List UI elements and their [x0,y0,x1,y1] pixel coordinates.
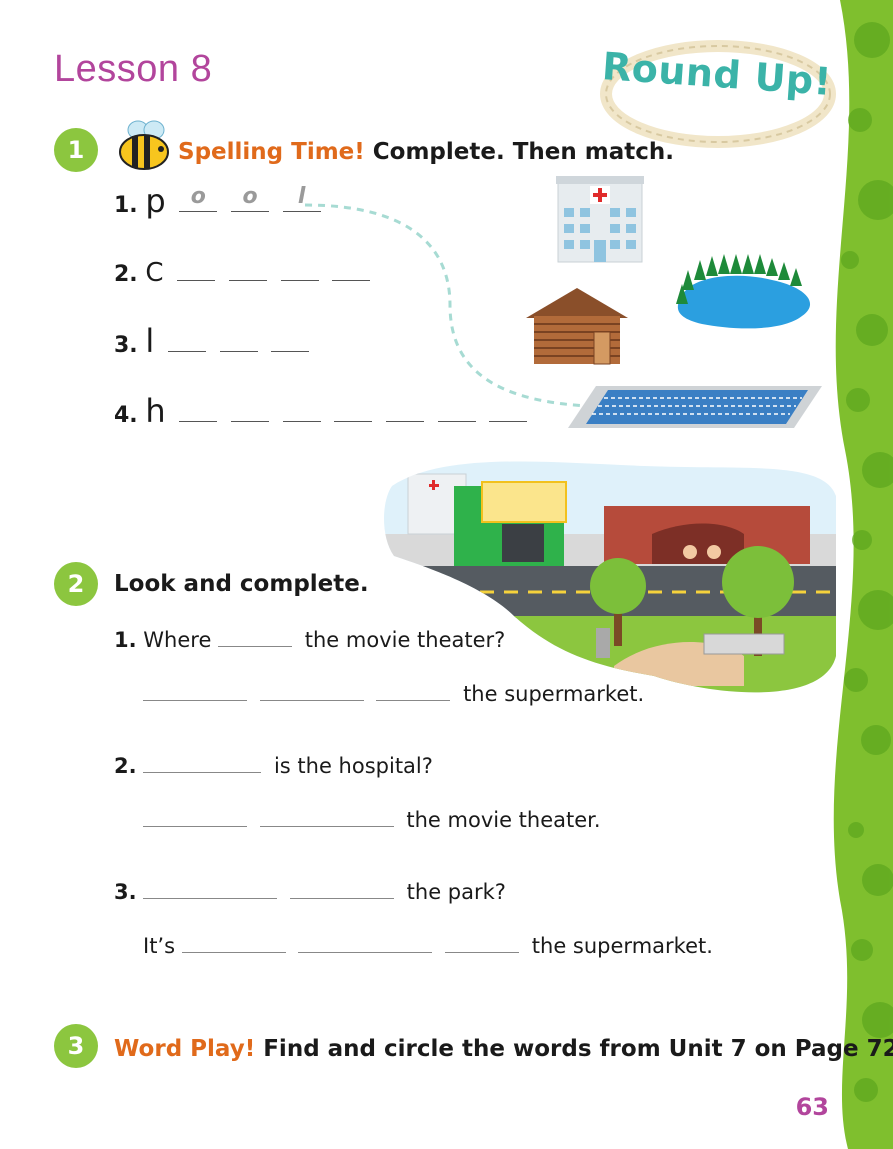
question-2: 2. is the hospital? [114,754,433,778]
pool-picture[interactable] [568,384,824,430]
answer-blank[interactable] [143,880,278,899]
blank[interactable]: l [282,184,321,212]
spelling-item-2: 2. C [114,258,371,288]
blank[interactable] [167,329,206,352]
section-3-instruction: Word Play! Find and circle the words fro… [114,1036,893,1062]
answer-blank[interactable] [289,880,394,899]
round-up-rope-logo [600,40,836,148]
blank[interactable] [334,399,373,422]
section-1-instruction: Spelling Time! Complete. Then match. [178,139,674,165]
bee-icon [119,120,169,170]
section-3-text: Find and circle the words from Unit 7 on… [263,1036,893,1062]
section-1-number: 1 [54,128,98,172]
town-scene-picture [384,461,836,693]
section-2-number: 2 [54,562,98,606]
answer-1: the supermarket. [143,682,644,706]
blank[interactable] [385,399,424,422]
blank[interactable] [271,329,310,352]
spelling-item-3: 3. l [114,322,310,360]
question-3: 3. the park? [114,880,506,904]
blank[interactable] [230,399,269,422]
blank[interactable] [437,399,476,422]
match-line [304,203,611,409]
answer-blank[interactable] [298,934,433,953]
answer-blank[interactable] [259,808,394,827]
page-number: 63 [795,1093,829,1121]
blank[interactable] [282,399,321,422]
blank[interactable]: o [231,184,269,212]
hospital-picture[interactable] [556,176,644,264]
lesson-title: Lesson 8 [54,48,213,90]
answer-blank[interactable] [445,934,520,953]
blank[interactable] [280,258,319,281]
lake-picture[interactable] [672,252,822,334]
blank[interactable] [332,258,371,281]
blank[interactable]: o [179,184,218,212]
section-2-instruction: Look and complete. [114,571,369,597]
answer-3: It’s the supermarket. [143,934,713,958]
blank[interactable] [489,399,528,422]
blank[interactable] [177,258,216,281]
answer-2: the movie theater. [143,808,601,832]
answer-blank[interactable] [259,682,364,701]
blank[interactable] [219,329,258,352]
question-1: 1. Where the movie theater? [114,628,506,652]
answer-blank[interactable] [376,682,451,701]
answer-blank[interactable] [218,628,293,647]
cabin-picture[interactable] [522,286,632,366]
blank[interactable] [179,399,218,422]
spelling-time-label: Spelling Time! [178,139,365,165]
blank[interactable] [228,258,267,281]
spelling-item-4: 4. h [114,392,528,430]
spelling-item-1: 1. p o o l [114,182,321,220]
answer-blank[interactable] [143,808,247,827]
answer-blank[interactable] [143,682,247,701]
word-play-label: Word Play! [114,1036,256,1062]
answer-blank[interactable] [143,754,262,773]
section-1-text: Complete. Then match. [372,139,674,165]
answer-blank[interactable] [181,934,286,953]
section-3-number: 3 [54,1024,98,1068]
